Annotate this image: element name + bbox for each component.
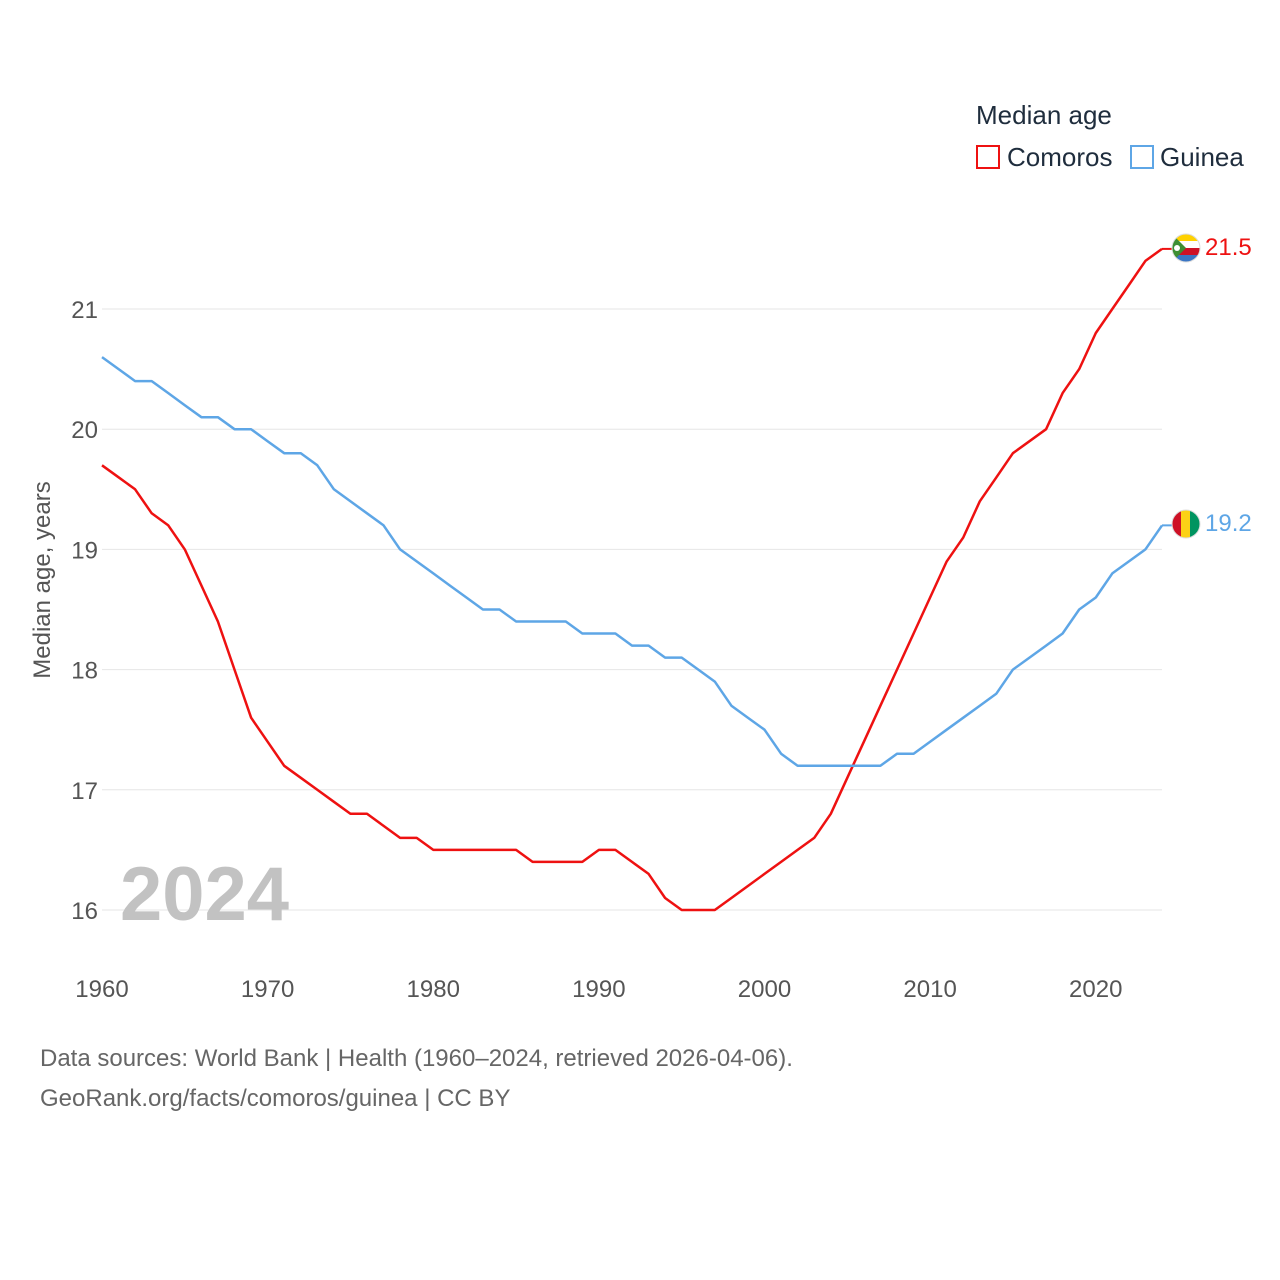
x-tick-label: 2000 bbox=[738, 976, 791, 1003]
x-tick-label: 2020 bbox=[1069, 976, 1122, 1003]
y-tick-label: 20 bbox=[71, 417, 98, 444]
y-tick-label: 17 bbox=[71, 778, 98, 805]
x-tick-label: 1990 bbox=[572, 976, 625, 1003]
comoros-end-value: 21.5 bbox=[1205, 234, 1252, 261]
x-tick-label: 1960 bbox=[75, 976, 128, 1003]
grid-lines bbox=[102, 308, 1162, 911]
y-axis-label: Median age, years bbox=[29, 481, 56, 678]
y-tick-label: 19 bbox=[71, 537, 98, 564]
guinea-flag-border bbox=[1171, 509, 1201, 539]
legend-swatch-comoros bbox=[976, 145, 1000, 169]
series-lines bbox=[101, 247, 1164, 912]
series-line-comoros[interactable] bbox=[101, 247, 1163, 912]
legend-title: Median age bbox=[976, 100, 1112, 130]
x-tick-label: 2010 bbox=[903, 976, 956, 1003]
y-tick-label: 18 bbox=[71, 658, 98, 685]
y-tick-label: 16 bbox=[71, 898, 98, 925]
series-endpoints bbox=[1162, 247, 1172, 527]
x-axis-ticks: 1960 1970 1980 1990 2000 2010 2020 bbox=[75, 976, 1122, 1003]
guinea-flag-icon bbox=[1172, 510, 1200, 538]
series-line-guinea[interactable] bbox=[101, 356, 1164, 768]
y-tick-label: 21 bbox=[71, 297, 98, 324]
legend: Median age Comoros Guinea bbox=[976, 100, 1244, 172]
legend-label-comoros[interactable]: Comoros bbox=[1007, 142, 1112, 172]
comoros-flag-icon bbox=[1172, 234, 1200, 262]
legend-label-guinea[interactable]: Guinea bbox=[1160, 142, 1244, 172]
footer-credit-link[interactable]: GeoRank.org/facts/comoros/guinea | CC BY bbox=[40, 1085, 511, 1112]
legend-swatch-guinea bbox=[1130, 145, 1154, 169]
footer-data-source: Data sources: World Bank | Health (1960–… bbox=[40, 1045, 793, 1072]
comoros-flag-border bbox=[1171, 233, 1201, 263]
x-tick-label: 1970 bbox=[241, 976, 294, 1003]
y-axis-ticks: 16 17 18 19 20 21 bbox=[71, 297, 98, 925]
x-tick-label: 1980 bbox=[407, 976, 460, 1003]
guinea-end-value: 19.2 bbox=[1205, 510, 1252, 537]
year-watermark: 2024 bbox=[120, 852, 289, 937]
